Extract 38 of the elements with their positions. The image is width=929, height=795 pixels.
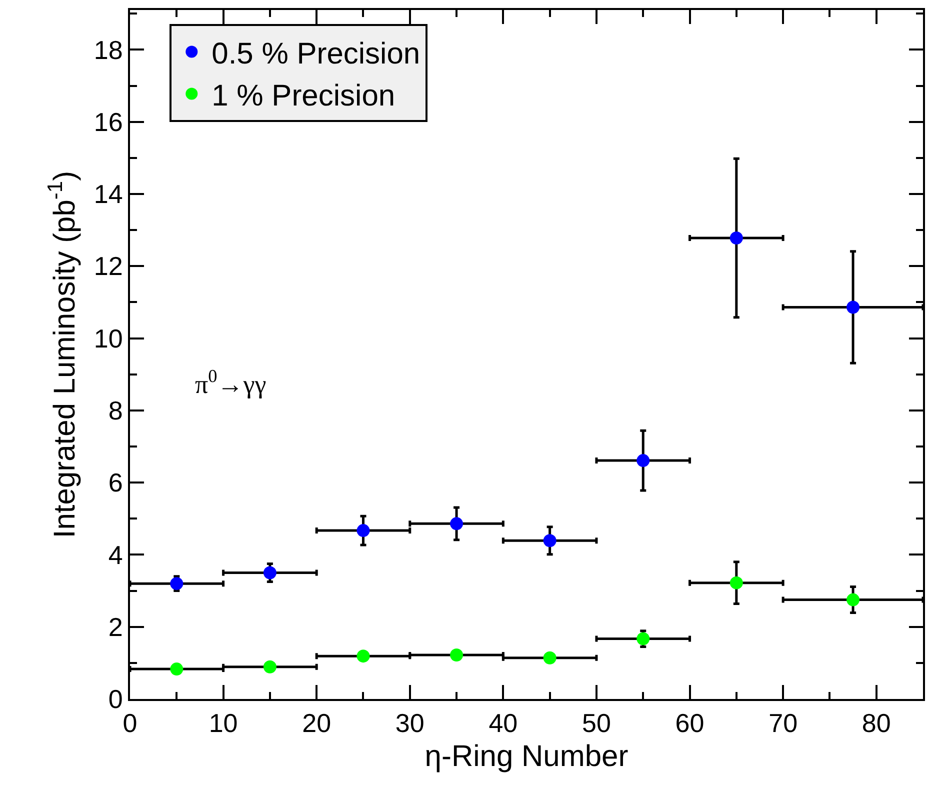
x-tick-label: 80 (862, 708, 891, 738)
point (450, 517, 464, 530)
x-tick-label: 30 (395, 708, 424, 738)
point (730, 576, 743, 590)
y-tick-label: 16 (94, 106, 123, 137)
legend-label: 0.5 % Precision (212, 37, 420, 70)
point (846, 300, 860, 314)
y-tick-label: 18 (94, 34, 123, 65)
x-tick-label: 50 (582, 708, 611, 738)
point (356, 524, 370, 538)
point (263, 566, 276, 580)
x-tick-label: 70 (768, 708, 798, 738)
x-tick-label: 20 (302, 708, 332, 738)
annotation: π$^{0}$→γγ (195, 366, 266, 399)
point (170, 662, 184, 676)
x-tick-label: 10 (208, 708, 238, 738)
y-tick-label: 12 (94, 251, 123, 282)
point (450, 648, 464, 662)
point (846, 593, 860, 606)
y-tick-label: 2 (108, 612, 123, 642)
point (170, 577, 184, 590)
y-tick-label: 4 (108, 540, 123, 570)
point (263, 660, 276, 674)
x-tick-label: 60 (675, 708, 704, 738)
legend-label: 1 % Precision (212, 79, 396, 112)
point (356, 650, 370, 663)
x-axis-title: η-Ring Number (424, 740, 628, 774)
x-tick-label: 40 (488, 708, 518, 738)
point (636, 454, 650, 468)
point (730, 231, 743, 244)
y-tick-label: 6 (108, 468, 123, 498)
y-tick-label: 10 (94, 323, 123, 354)
y-tick-label: 14 (94, 179, 123, 210)
y-tick-label: 0 (108, 684, 123, 714)
point (543, 534, 556, 548)
y-tick-label: 8 (108, 396, 123, 426)
point (636, 632, 650, 646)
point (543, 651, 556, 664)
